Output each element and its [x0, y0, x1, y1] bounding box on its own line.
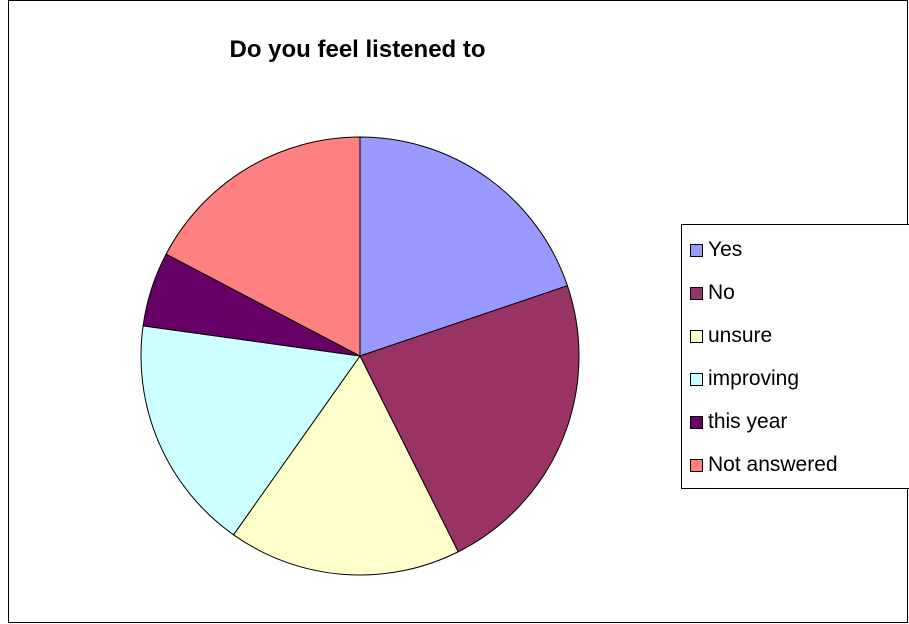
pie-slice-unsure: [232, 355, 459, 576]
legend-label-yes: Yes: [708, 238, 743, 261]
legend-label-not-answered: Not answered: [708, 453, 838, 476]
legend-label-improving: improving: [708, 367, 800, 390]
legend-item-unsure: unsure: [690, 322, 772, 350]
pie-slice-improving: [140, 325, 361, 536]
legend-item-not-answered: Not answered: [690, 451, 838, 479]
legend-item-this-year: this year: [690, 408, 787, 436]
legend-swatch-unsure: [690, 329, 703, 343]
legend-swatch-yes: [690, 243, 703, 257]
legend-swatch-not-answered: [690, 458, 703, 472]
legend-label-no: No: [708, 281, 735, 304]
pie-slice-not-answered: [165, 136, 361, 357]
legend: Yes No unsure improving this year Not an…: [681, 224, 909, 489]
legend-item-improving: improving: [690, 365, 799, 393]
legend-swatch-no: [690, 286, 703, 300]
legend-label-unsure: unsure: [708, 324, 773, 347]
legend-item-no: No: [690, 279, 735, 307]
legend-swatch-improving: [690, 372, 703, 386]
pie-slice-no: [359, 285, 580, 553]
pie-slice-yes: [359, 136, 569, 357]
legend-item-yes: Yes: [690, 236, 742, 264]
legend-swatch-this-year: [690, 415, 703, 429]
chart-title: Do you feel listened to: [229, 36, 486, 63]
legend-label-this-year: this year: [708, 410, 788, 433]
